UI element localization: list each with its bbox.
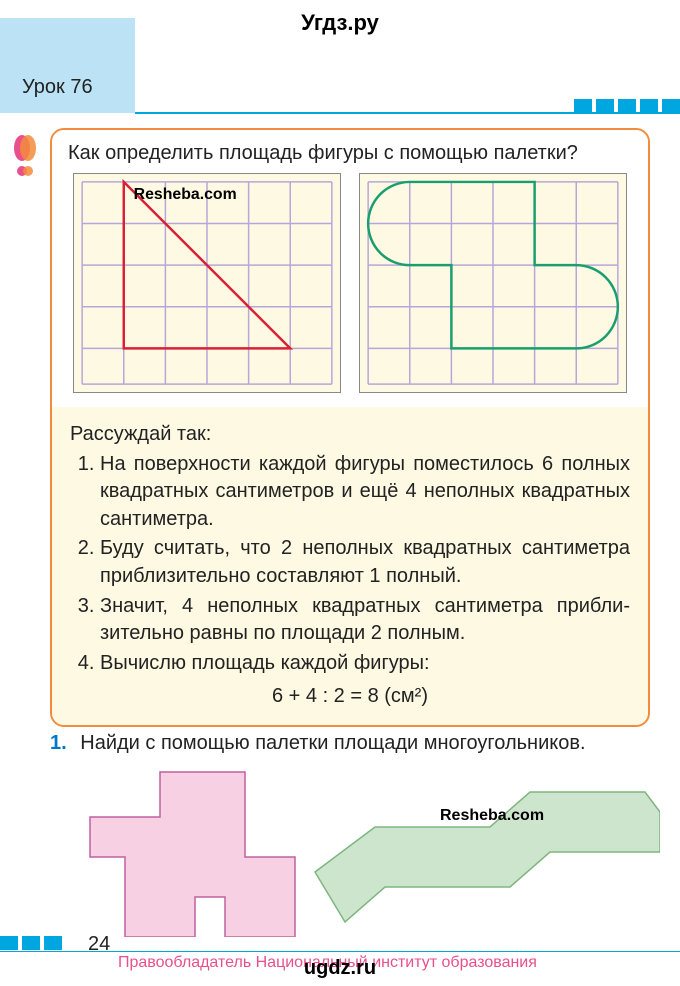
task-number: 1. (50, 732, 67, 754)
reasoning-item: На поверхности каждой фигуры поместилось… (100, 451, 630, 534)
question-text: Как определить площадь фигуры с помощью … (68, 142, 632, 165)
reasoning-title: Рассуждай так: (70, 421, 630, 449)
header-rule (135, 112, 680, 114)
reasoning-item: Значит, 4 неполных квадратных сантиметра… (100, 593, 630, 648)
formula-text: 6 + 4 : 2 = 8 (см²) (70, 683, 630, 711)
footer-stripes (0, 936, 62, 950)
reasoning-area: Рассуждай так: На поверхности каждой фиг… (52, 407, 648, 725)
watermark-resheba: Resheba.com (440, 807, 544, 824)
main-theory-box: Как определить площадь фигуры с помощью … (50, 128, 650, 727)
exclamation-icon (12, 134, 40, 178)
page-number: 24 (88, 933, 110, 956)
task-text: Найди с помощью палетки площади многоуго… (80, 732, 585, 754)
task-row: 1. Найди с помощью палетки площади много… (50, 732, 650, 755)
pink-polygon (90, 772, 295, 937)
watermark-top: Угдз.ру (301, 10, 379, 36)
polygons-figure: Resheba.com (40, 762, 660, 937)
lesson-label: Урок 76 (22, 76, 93, 99)
grid-triangle: Resheba.com (73, 173, 341, 393)
watermark-bottom: ugdz.ru (304, 957, 376, 980)
header-stripes (574, 99, 680, 113)
reasoning-list: На поверхности каждой фигуры поместилось… (70, 451, 630, 678)
grids-row: Resheba.com (68, 173, 632, 393)
grid-curve-shape (359, 173, 627, 393)
reasoning-item: Буду считать, что 2 неполных квадратных … (100, 535, 630, 590)
watermark-resheba: Resheba.com (134, 186, 237, 203)
question-area: Как определить площадь фигуры с помощью … (52, 130, 648, 407)
lesson-tab: Урок 76 (0, 18, 135, 113)
reasoning-item: Вычислю площадь каждой фигуры: (100, 650, 630, 678)
